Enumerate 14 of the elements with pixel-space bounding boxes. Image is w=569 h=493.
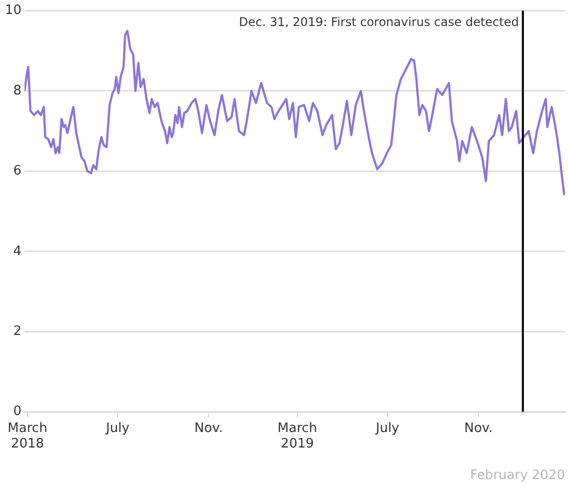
x-tick-label: July (105, 420, 130, 436)
y-tick-label: 8 (13, 83, 22, 98)
x-tick-label: Nov. (194, 420, 223, 436)
y-tick-label: 10 (4, 3, 22, 18)
y-tick-label: 4 (13, 244, 22, 259)
x-tick-label: July (374, 420, 400, 436)
x-tick-label: March 2018 (8, 420, 48, 452)
x-tick-label: Nov. (464, 420, 493, 436)
y-tick-label: 2 (13, 324, 22, 339)
ref-line-label: Dec. 31, 2019: First coronavirus case detected (238, 14, 519, 29)
x-tick-label: March 2019 (278, 420, 318, 452)
y-tick-label: 0 (13, 404, 22, 420)
text: February 2020 (470, 468, 565, 483)
y-tick-label: 6 (13, 164, 22, 179)
